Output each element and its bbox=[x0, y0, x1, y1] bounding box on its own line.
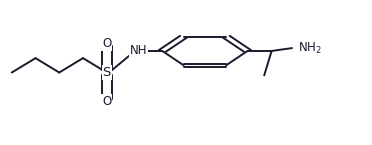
Text: O: O bbox=[102, 95, 111, 108]
Text: S: S bbox=[103, 66, 111, 79]
Text: NH$_2$: NH$_2$ bbox=[298, 41, 321, 56]
Text: NH: NH bbox=[129, 45, 147, 57]
Text: O: O bbox=[102, 37, 111, 50]
